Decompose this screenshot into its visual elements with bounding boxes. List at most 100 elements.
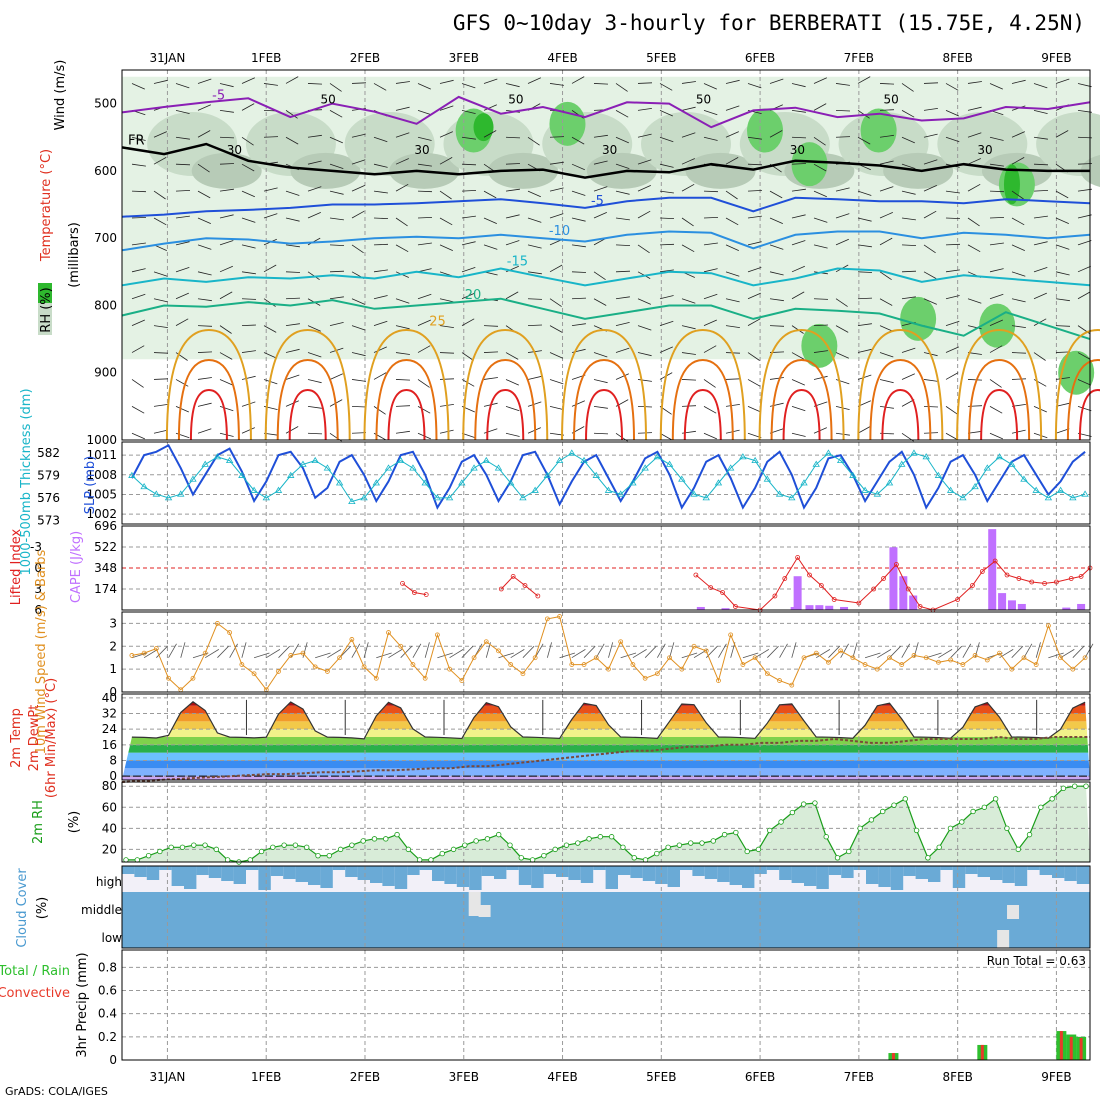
- thickness-point: [775, 490, 784, 497]
- surface-wind-barb: [742, 652, 759, 659]
- isotherm-line: [121, 196, 1091, 218]
- surface-wind-barb: [315, 652, 331, 659]
- wind-barb: [1055, 325, 1071, 327]
- wind-barb: [1055, 130, 1069, 138]
- wind-barb: [197, 351, 213, 353]
- cloud-high-bar: [370, 866, 383, 883]
- wind-barb: [483, 351, 499, 353]
- thickness-tick: 573: [37, 513, 60, 527]
- wind-barb: [637, 298, 651, 305]
- cloud-high-bar: [134, 866, 147, 877]
- wind-speed-point: [434, 632, 440, 638]
- wind-barb: [769, 78, 784, 84]
- rh2m-point: [823, 834, 829, 840]
- isotherm-line: [121, 297, 1091, 341]
- wind-barb: [417, 163, 432, 167]
- day-label-top: 3FEB: [449, 51, 479, 65]
- surface-wind-barb: [718, 643, 727, 658]
- wind-barb: [835, 187, 850, 192]
- rh2m-point: [213, 846, 220, 853]
- cape-bar: [899, 576, 908, 610]
- wind-barb: [439, 298, 454, 303]
- wind-barb: [747, 215, 762, 219]
- wind-barb: [131, 268, 146, 273]
- wind-speed-point: [801, 655, 807, 661]
- cloud-high-bar: [952, 866, 966, 888]
- surface-wind-barb: [253, 652, 270, 659]
- isotherm-label: 20: [465, 288, 482, 303]
- wind-barb: [329, 296, 344, 300]
- wind-barb: [989, 136, 1004, 141]
- rh2m-point: [1049, 796, 1055, 802]
- rh2m-point: [981, 804, 988, 810]
- cloud-high-bar: [605, 866, 618, 889]
- wind-barb: [593, 379, 608, 384]
- wind-barb: [923, 298, 937, 305]
- thickness-point: [519, 494, 527, 501]
- wind-barb: [1011, 271, 1026, 277]
- rh2m-point: [202, 842, 208, 848]
- cloud-high-bar: [258, 866, 271, 890]
- wind-barb: [681, 244, 695, 253]
- rh-shade-green: [801, 323, 838, 368]
- warm-isotherm-loop: [486, 388, 525, 441]
- wind-barb: [549, 405, 564, 410]
- wind-barb: [505, 83, 520, 88]
- cloud-high-bar: [965, 866, 978, 874]
- thickness-point: [189, 475, 197, 482]
- cloud-high-bar: [320, 866, 333, 888]
- temp-band: [122, 729, 1090, 737]
- wind-barb: [989, 319, 1003, 327]
- wind-speed-point: [936, 659, 941, 665]
- thickness-tick: 576: [37, 491, 60, 505]
- wind-barb: [285, 400, 299, 407]
- lifted-index-point: [881, 576, 886, 581]
- surface-wind-barb: [424, 642, 430, 658]
- wind-barb: [1055, 217, 1069, 224]
- wind-barb: [725, 190, 738, 200]
- rh2m-point: [281, 842, 287, 848]
- rh2m-point: [925, 855, 931, 861]
- rh2m-point: [902, 796, 908, 802]
- wind-barb: [791, 136, 807, 139]
- wind-barb: [461, 83, 476, 89]
- wind-barb: [681, 298, 696, 304]
- lifted-index-point: [831, 597, 837, 602]
- cloud-high-bar: [1076, 866, 1090, 884]
- warm-isotherm-loop: [770, 358, 833, 441]
- rh2m-point: [688, 840, 694, 846]
- rh2m-point: [371, 836, 378, 842]
- wind-barb: [835, 109, 851, 112]
- cloud-high-bar: [804, 866, 817, 886]
- wind-barb: [923, 108, 938, 111]
- wind-speed-point: [557, 614, 562, 619]
- thickness-point: [335, 479, 344, 486]
- wind-barb: [835, 238, 849, 246]
- wind-barb: [461, 163, 477, 166]
- wind-barb: [373, 372, 387, 380]
- temp-band: [122, 744, 1090, 753]
- temp2m-label: 2m Temp: [9, 708, 24, 768]
- wind-barb: [967, 106, 982, 111]
- surface-wind-barb: [840, 643, 849, 658]
- surface-wind-barb: [168, 643, 177, 658]
- wind-speed-point: [1082, 655, 1088, 661]
- wind-barb: [1077, 265, 1091, 273]
- lifted-index-point: [535, 593, 541, 599]
- pressure-tick: 700: [94, 231, 117, 245]
- wind-barb: [483, 217, 497, 224]
- wind-barb: [351, 325, 366, 331]
- cloud-row-label: low: [102, 931, 123, 945]
- wind-barb: [1011, 244, 1025, 251]
- wind-barb: [439, 105, 454, 111]
- isotherm-line: [121, 230, 1091, 252]
- wind-barb: [241, 163, 255, 172]
- wind-barb: [725, 157, 739, 165]
- wind-barb: [285, 271, 301, 273]
- wind-barb: [197, 402, 212, 407]
- wind-barb: [373, 190, 388, 194]
- wind-barb: [395, 430, 410, 434]
- wind-barb: [747, 267, 762, 273]
- cloud-unit-label: (%): [35, 897, 50, 920]
